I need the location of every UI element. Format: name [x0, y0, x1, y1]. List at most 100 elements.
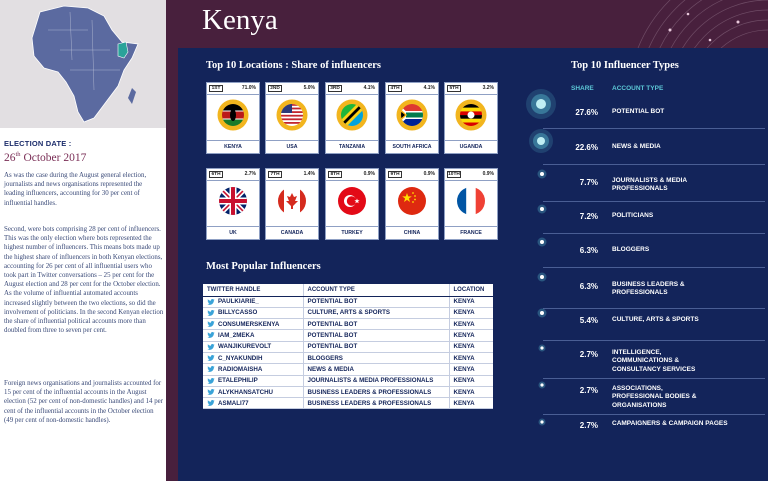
- table-row: PAULKIARIE_ POTENTIAL BOT KENYA: [203, 296, 493, 308]
- type-name: POLITICIANS: [612, 212, 654, 219]
- location-rank: 10TH: [447, 171, 461, 178]
- account-type-column-header: ACCOUNT TYPE: [612, 85, 664, 92]
- paragraph-2: Second, were bots comprising 28 per cent…: [4, 226, 164, 335]
- table-row: WANJIKUREVOLT POTENTIAL BOT KENYA: [203, 341, 493, 353]
- share-bubble-icon: [526, 89, 556, 119]
- account-type: POTENTIAL BOT: [303, 341, 450, 353]
- row-divider: [543, 340, 765, 341]
- south-africa-flag-icon: [396, 99, 428, 131]
- location-rank: 6TH: [209, 171, 223, 178]
- paragraph-1: As was the case during the August genera…: [4, 172, 147, 207]
- column-header-location: LOCATION: [449, 284, 493, 297]
- share-bubble-icon: [537, 169, 547, 179]
- type-name: JOURNALISTS & MEDIA PROFESSIONALS: [612, 177, 687, 193]
- share-bubble-icon: [537, 272, 547, 282]
- kenya-flag-icon: [217, 99, 249, 131]
- twitter-handle[interactable]: RADIOMAISHA: [218, 365, 263, 373]
- location: KENYA: [449, 386, 493, 399]
- uganda-flag-icon: [455, 99, 487, 131]
- share-column-header: SHARE: [571, 85, 594, 92]
- twitter-handle[interactable]: IAM_2MEKA: [218, 332, 255, 340]
- type-share: 27.6%: [575, 108, 598, 117]
- twitter-handle[interactable]: WANJIKUREVOLT: [218, 343, 272, 351]
- divider: [445, 180, 497, 181]
- paragraph-3: Foreign news organisations and journalis…: [4, 380, 164, 424]
- row-divider: [543, 164, 765, 165]
- twitter-handle[interactable]: ASMALI77: [218, 399, 249, 407]
- type-share: 2.7%: [579, 350, 598, 359]
- location-share: 0.9%: [363, 171, 375, 177]
- type-name: BLOGGERS: [612, 246, 650, 253]
- divider: [266, 180, 318, 181]
- type-share: 7.7%: [579, 178, 598, 187]
- share-bubble-icon: [537, 237, 547, 247]
- location: KENYA: [449, 352, 493, 365]
- row-divider: [543, 128, 765, 129]
- location-name: UGANDA: [445, 140, 497, 153]
- location: KENYA: [449, 318, 493, 331]
- twitter-icon: [207, 343, 215, 350]
- divider: [445, 94, 497, 95]
- type-share: 2.7%: [579, 421, 598, 430]
- type-name: CULTURE, ARTS & SPORTS: [612, 316, 699, 323]
- twitter-icon: [207, 354, 215, 361]
- type-name: POTENTIAL BOT: [612, 108, 665, 115]
- twitter-handle[interactable]: CONSUMERSKENYA: [218, 320, 280, 328]
- location-rank: 3RD: [328, 85, 342, 92]
- twitter-icon: [207, 332, 215, 339]
- type-name: INTELLIGENCE, COMMUNICATIONS & CONSULTAN…: [612, 349, 696, 373]
- account-type: POTENTIAL BOT: [303, 329, 450, 342]
- location-card-south-africa: 4TH 4.1% SOUTH AFRICA: [385, 82, 439, 154]
- row-divider: [543, 201, 765, 202]
- twitter-handle[interactable]: PAULKIARIE_: [218, 298, 259, 306]
- account-type: BLOGGERS: [303, 352, 450, 365]
- divider: [326, 94, 378, 95]
- location-name: FRANCE: [445, 226, 497, 239]
- type-name: ASSOCIATIONS, PROFESSIONAL BODIES & ORGA…: [612, 385, 697, 409]
- turkey-flag-icon: [338, 187, 366, 215]
- locations-title: Top 10 Locations : Share of influencers: [206, 60, 382, 71]
- table-row: ASMALI77 BUSINESS LEADERS & PROFESSIONALS…: [203, 397, 493, 410]
- location-share: 71.0%: [241, 85, 256, 91]
- column-header-type: ACCOUNT TYPE: [303, 284, 450, 297]
- location-share: 3.2%: [482, 85, 494, 91]
- france-flag-icon: [457, 187, 485, 215]
- location-rank: 5TH: [447, 85, 461, 92]
- share-bubble-icon: [538, 381, 546, 389]
- share-bubble-icon: [537, 204, 547, 214]
- twitter-handle[interactable]: C_NYAKUNDIH: [218, 354, 263, 362]
- account-type: BUSINESS LEADERS & PROFESSIONALS: [303, 386, 450, 399]
- left-column: ELECTION DATE : 26th October 2017 As was…: [0, 0, 166, 481]
- share-bubble-icon: [537, 308, 547, 318]
- location-rank: 4TH: [388, 85, 402, 92]
- twitter-handle[interactable]: ALYKHANSATCHU: [218, 388, 273, 396]
- twitter-icon: [207, 309, 215, 316]
- location-rank: 8TH: [328, 171, 342, 178]
- table-row: IAM_2MEKA POTENTIAL BOT KENYA: [203, 329, 493, 342]
- usa-flag-icon: [276, 99, 308, 131]
- location-share: 1.4%: [303, 171, 315, 177]
- twitter-handle[interactable]: BILLYCASSO: [218, 309, 258, 317]
- twitter-handle[interactable]: ETALEPHILIP: [218, 377, 258, 385]
- twitter-icon: [207, 388, 215, 395]
- type-share: 22.6%: [575, 143, 598, 152]
- location-rank: 7TH: [268, 171, 282, 178]
- type-share: 2.7%: [579, 386, 598, 395]
- location-card-usa: 2ND 5.0% USA: [265, 82, 319, 154]
- location-card-uganda: 5TH 3.2% UGANDA: [444, 82, 498, 154]
- table-row: ETALEPHILIP JOURNALISTS & MEDIA PROFESSIO…: [203, 375, 493, 387]
- location-name: CANADA: [266, 226, 318, 239]
- row-divider: [543, 267, 765, 268]
- divider: [266, 94, 318, 95]
- location-name: TURKEY: [326, 226, 378, 239]
- type-name: BUSINESS LEADERS & PROFESSIONALS: [612, 281, 685, 297]
- location-share: 4.1%: [423, 85, 435, 91]
- type-share: 7.2%: [579, 212, 598, 221]
- location-rank: 9TH: [388, 171, 402, 178]
- divider: [207, 180, 259, 181]
- column-header-handle: TWITTER HANDLE: [203, 284, 304, 297]
- row-divider: [543, 233, 765, 234]
- account-type: POTENTIAL BOT: [303, 296, 450, 308]
- type-share: 5.4%: [579, 316, 598, 325]
- left-divider: [166, 0, 178, 481]
